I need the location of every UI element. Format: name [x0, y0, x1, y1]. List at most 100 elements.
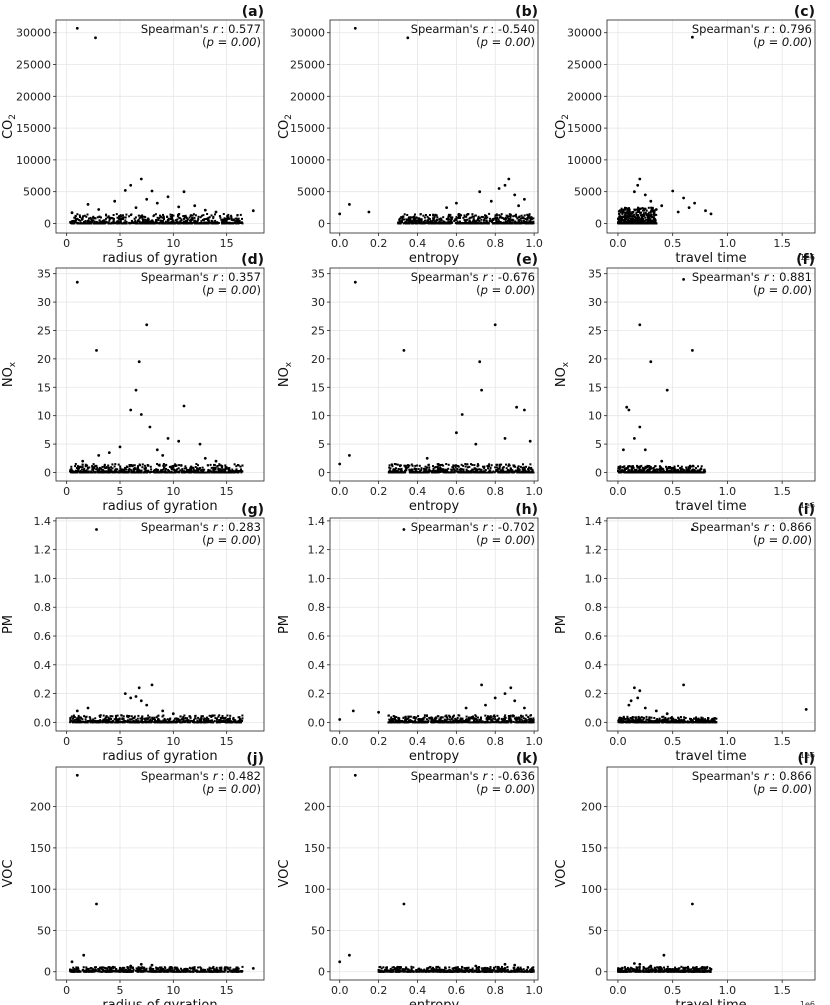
data-point-band — [636, 464, 638, 467]
data-point-band — [202, 471, 205, 474]
data-point-band — [392, 469, 395, 472]
data-point-band — [495, 213, 498, 216]
data-point-band — [77, 469, 79, 472]
data-point-band — [482, 222, 485, 225]
data-point-band — [236, 464, 239, 466]
data-point — [137, 686, 141, 690]
p-value-text: p = 0.00 — [206, 283, 257, 297]
data-point-band — [227, 222, 230, 225]
data-point-band — [518, 717, 521, 720]
data-point-band — [210, 214, 213, 217]
data-point-band — [507, 715, 510, 717]
data-point — [139, 177, 143, 181]
data-point-band — [445, 719, 448, 722]
data-point-band — [631, 214, 634, 217]
data-point-band — [421, 222, 424, 225]
data-point-band — [495, 214, 498, 217]
data-point-band — [138, 220, 141, 223]
data-point-band — [512, 215, 515, 218]
data-point-band — [231, 470, 234, 473]
data-point-band — [80, 721, 83, 724]
data-point-band — [145, 721, 147, 724]
data-point-band — [120, 215, 123, 218]
data-point-band — [522, 219, 525, 222]
data-point-band — [196, 720, 199, 723]
data-point — [203, 208, 207, 212]
data-point-band — [166, 218, 169, 221]
data-point-band — [637, 208, 639, 211]
data-point-band — [165, 467, 168, 470]
data-point — [649, 199, 653, 203]
y-axis-label: CO2 — [554, 114, 571, 139]
data-point-band — [197, 217, 200, 220]
data-point-band — [642, 468, 645, 471]
data-point-band — [476, 463, 479, 466]
data-point-band — [100, 467, 103, 470]
data-point-band — [649, 211, 652, 214]
data-point-band — [408, 715, 411, 718]
stat-name: Spearman's — [692, 270, 760, 284]
data-point-band — [172, 221, 175, 224]
data-point-band — [135, 471, 138, 474]
data-point-band — [167, 469, 170, 471]
data-point — [137, 360, 141, 364]
data-point-band — [436, 721, 439, 724]
data-point-band — [87, 222, 90, 225]
stat-value: : 0.577 — [221, 22, 261, 36]
data-point — [94, 36, 97, 40]
data-point-band — [107, 466, 110, 469]
plot-frame — [55, 517, 265, 732]
data-point-band — [90, 470, 93, 473]
data-point — [177, 205, 181, 209]
data-point-band — [479, 719, 482, 722]
data-point-band — [131, 220, 133, 223]
data-point-band — [511, 221, 514, 224]
data-point-band — [455, 464, 458, 467]
data-point-band — [473, 718, 476, 721]
data-point — [660, 459, 664, 463]
data-point-band — [688, 469, 691, 472]
data-point-band — [520, 721, 523, 724]
data-point-band — [387, 714, 390, 717]
data-point-band — [494, 216, 497, 219]
y-tick-label: 0 — [318, 466, 325, 479]
data-point — [86, 203, 90, 206]
data-point — [474, 442, 478, 446]
data-point-band — [111, 467, 114, 470]
data-point-band — [406, 219, 409, 222]
data-point-band — [433, 220, 436, 223]
data-point-band — [233, 470, 236, 473]
data-point-band — [172, 719, 175, 722]
data-point-band — [492, 717, 495, 720]
data-point-band — [637, 206, 640, 209]
data-point-band — [201, 715, 204, 718]
data-point-band — [158, 719, 161, 722]
data-point-band — [502, 466, 505, 469]
data-point-band — [444, 471, 447, 474]
data-point-band — [503, 222, 506, 225]
data-point-band — [489, 217, 491, 220]
data-point — [139, 413, 143, 416]
data-point-band — [514, 721, 517, 724]
data-point-band — [227, 718, 230, 720]
data-point-band — [181, 222, 184, 224]
spearman-annotation: Spearman's r: 0.577 — [141, 22, 261, 36]
data-point-band — [150, 219, 153, 222]
data-point-band — [502, 471, 504, 474]
x-axis-label: entropy — [409, 499, 460, 514]
data-point-band — [191, 221, 193, 224]
data-point-band — [618, 470, 621, 473]
x-tick-label: 0.8 — [486, 485, 504, 498]
data-point-band — [644, 211, 647, 214]
data-point-band — [408, 222, 411, 225]
data-point-band — [471, 215, 474, 218]
data-point — [654, 208, 658, 211]
data-point-band — [105, 217, 107, 220]
data-point-band — [632, 217, 635, 220]
data-point-band — [230, 216, 233, 219]
data-point-band — [133, 716, 136, 719]
data-point-band — [160, 469, 163, 472]
data-point-band — [198, 718, 201, 721]
data-point-band — [522, 222, 525, 225]
data-point-band — [433, 222, 436, 225]
